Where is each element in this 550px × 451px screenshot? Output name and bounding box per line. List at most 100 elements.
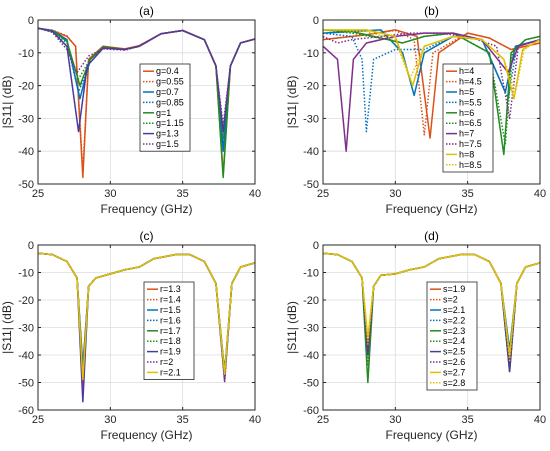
y-tick-label: -20: [18, 295, 34, 307]
series-line-s=2.8: [323, 252, 540, 362]
panel-title: (c): [140, 229, 154, 243]
y-tick-label: -10: [18, 268, 34, 280]
chart-panel-2: 25 30 35 40 0 -10 -20 -30 -40 -50 -60 (c) Frequency …: [0, 229, 261, 442]
x-tick-label: 40: [249, 188, 261, 200]
y-tick-label: -10: [303, 48, 319, 60]
y-tick-label: -60: [303, 405, 319, 417]
legend-label: s=2.2: [443, 315, 465, 325]
legend-label: s=2.5: [443, 347, 465, 357]
legend-label: g=1.15: [156, 118, 184, 128]
x-tick-label: 25: [317, 188, 329, 200]
y-axis-label: |S11| (dB): [285, 76, 299, 129]
y-tick-label: -30: [18, 323, 34, 335]
y-tick-label: -40: [18, 350, 34, 362]
legend-label: h=5: [459, 87, 474, 97]
x-tick-label: 30: [104, 188, 116, 200]
y-tick-label: -30: [18, 113, 34, 125]
series-line-g=1.5: [38, 27, 255, 126]
series-line-h=7: [323, 32, 540, 152]
y-axis-label: |S11| (dB): [0, 76, 14, 129]
legend-label: r=1.4: [160, 295, 181, 305]
legend-label: s=2.6: [443, 357, 465, 367]
x-tick-label: 40: [534, 188, 546, 200]
y-tick-label: 0: [313, 240, 319, 252]
legend-label: r=2: [160, 357, 173, 367]
legend-label: r=1.7: [160, 326, 181, 336]
x-axis-label: Frequency (GHz): [100, 202, 192, 216]
legend-label: g=1.5: [156, 139, 179, 149]
legend: r=1.3r=1.4r=1.5r=1.6r=1.7r=1.8r=1.9r=2r=…: [143, 281, 195, 380]
legend-label: s=1.9: [443, 284, 465, 294]
legend-label: g=1: [156, 108, 171, 118]
legend: h=4h=4.5h=5h=5.5h=6h=6.5h=7h=7.5h=8h=8.5: [442, 63, 494, 173]
x-tick-label: 40: [249, 414, 261, 426]
x-axis-label: Frequency (GHz): [385, 428, 477, 442]
y-tick-label: -60: [18, 405, 34, 417]
y-tick-label: -50: [303, 179, 319, 191]
legend-label: s=2.8: [443, 378, 465, 388]
y-tick-label: -50: [18, 179, 34, 191]
legend-label: h=4: [459, 66, 474, 76]
legend-label: s=2.4: [443, 336, 465, 346]
series-group: [38, 27, 255, 179]
legend-label: r=1.5: [160, 305, 181, 315]
y-tick-label: -20: [18, 81, 34, 93]
y-tick-label: 0: [28, 240, 34, 252]
legend: s=1.9s=2s=2.1s=2.2s=2.3s=2.4s=2.5s=2.6s=…: [426, 281, 478, 391]
series-group: [323, 29, 540, 156]
legend-box: [143, 281, 195, 380]
y-tick-label: -10: [18, 48, 34, 60]
x-tick-label: 30: [104, 414, 116, 426]
y-tick-label: -20: [303, 295, 319, 307]
plot-frame: [322, 19, 541, 185]
y-axis-label: |S11| (dB): [0, 301, 14, 354]
y-tick-label: -50: [303, 378, 319, 390]
x-tick-label: 35: [177, 414, 189, 426]
legend-label: s=2: [443, 295, 458, 305]
legend-label: h=7: [459, 129, 474, 139]
legend-label: g=0.85: [156, 97, 184, 107]
y-tick-label: -10: [303, 268, 319, 280]
series-line-r=2.1: [38, 252, 255, 381]
legend-label: r=1.3: [160, 284, 181, 294]
legend-label: h=5.5: [459, 97, 482, 107]
legend-label: r=1.9: [160, 347, 181, 357]
legend-label: s=2.7: [443, 367, 465, 377]
legend-label: r=1.8: [160, 336, 181, 346]
x-tick-label: 30: [389, 188, 401, 200]
series-group: [38, 252, 255, 403]
x-tick-label: 25: [32, 414, 44, 426]
legend-label: r=1.6: [160, 315, 181, 325]
legend-label: h=6: [459, 108, 474, 118]
x-tick-label: 35: [462, 188, 474, 200]
legend-label: r=2.1: [160, 367, 181, 377]
x-tick-label: 40: [534, 414, 546, 426]
chart-panel-3: 25 30 35 40 0 -10 -20 -30 -40 -50 -60 (d) Frequency …: [285, 229, 546, 442]
plot-frame: [37, 19, 256, 185]
y-tick-label: -30: [303, 113, 319, 125]
legend-label: g=0.4: [156, 66, 179, 76]
chart-panel-0: 25 30 35 40 0 -10 -20 -30 -40 -50 (a) Frequency (GH…: [0, 4, 261, 216]
panel-title: (a): [139, 4, 154, 18]
legend: g=0.4g=0.55g=0.7g=0.85g=1g=1.15g=1.3g=1.…: [139, 63, 191, 152]
x-axis-label: Frequency (GHz): [385, 202, 477, 216]
x-tick-label: 35: [462, 414, 474, 426]
y-tick-label: -40: [18, 146, 34, 158]
y-tick-label: -40: [303, 146, 319, 158]
legend-label: h=7.5: [459, 139, 482, 149]
panel-title: (b): [424, 4, 439, 18]
legend-box: [139, 63, 191, 152]
series-line-h=8: [323, 29, 540, 100]
panel-title: (d): [424, 229, 439, 243]
x-tick-label: 25: [32, 188, 44, 200]
y-tick-label: -50: [18, 378, 34, 390]
legend-label: h=8.5: [459, 160, 482, 170]
legend-label: g=1.3: [156, 129, 179, 139]
x-axis-label: Frequency (GHz): [100, 428, 192, 442]
x-tick-label: 35: [177, 188, 189, 200]
x-tick-label: 30: [389, 414, 401, 426]
legend-label: g=0.7: [156, 87, 179, 97]
y-tick-label: -30: [303, 323, 319, 335]
series-line-h=4: [323, 29, 540, 139]
